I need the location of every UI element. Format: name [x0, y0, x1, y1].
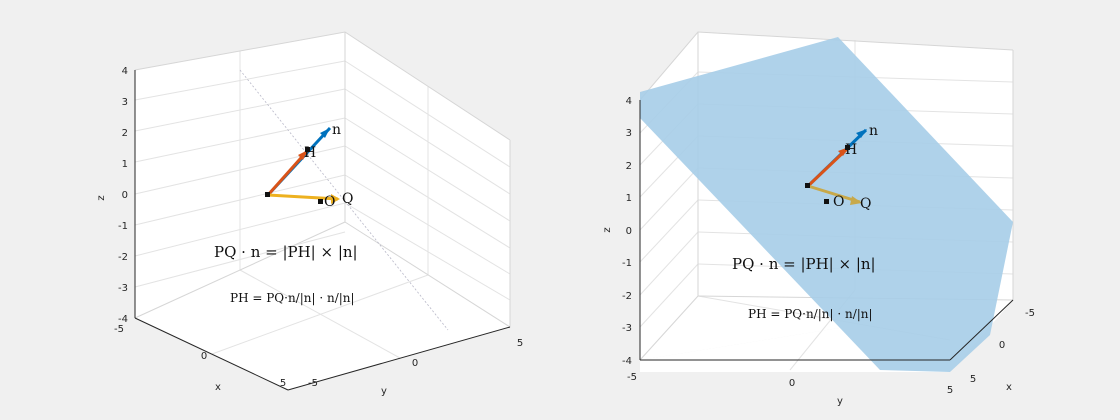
left-vector-n-head — [320, 128, 330, 138]
right-point-p — [805, 183, 810, 188]
left-grid — [134, 51, 511, 359]
right-z-tick: -2 — [622, 291, 632, 302]
right-z-label: z — [602, 227, 613, 232]
left-y-tick: -5 — [308, 378, 318, 389]
left-y-tick: 0 — [412, 358, 418, 369]
right-y-tick: -5 — [627, 372, 637, 383]
right-vector-q-head — [850, 196, 862, 205]
right-point-o — [824, 199, 829, 204]
right-z-tick: -4 — [622, 356, 632, 367]
right-label-n: n — [869, 123, 878, 139]
left-y-tick: 5 — [517, 338, 523, 349]
right-vector-h — [806, 146, 850, 188]
left-axis-lines — [134, 70, 511, 391]
left-z-ticks: 4 3 2 1 0 -1 -2 -3 -4 — [118, 66, 128, 325]
left-axes: 4 3 2 1 0 -1 -2 -3 -4 -5 0 5 -5 0 5 z x … — [96, 31, 523, 397]
left-y-label: y — [381, 386, 387, 397]
right-y-ticks: -5 0 5 — [627, 372, 953, 396]
left-z-tick: -1 — [118, 221, 128, 232]
right-equation-2: PH = PQ·n/|n| · n/|n| — [748, 307, 873, 321]
left-vector-q-head — [331, 194, 340, 204]
left-z-label: z — [96, 195, 107, 200]
right-x-tick: 5 — [970, 374, 976, 385]
right-label-o: O — [833, 194, 844, 210]
left-x-tick: -5 — [114, 324, 124, 335]
left-box-edges — [134, 31, 511, 328]
left-z-tick: -2 — [118, 252, 128, 263]
right-x-label: x — [1006, 382, 1012, 393]
right-point-h — [845, 145, 850, 150]
right-label-h: H — [845, 142, 857, 158]
right-y-tick: 5 — [947, 385, 953, 396]
right-axes: 4 3 2 1 0 -1 -2 -3 -4 -5 0 5 -5 0 5 z y … — [602, 31, 1035, 407]
left-z-tick: 3 — [122, 97, 128, 108]
right-z-tick: 0 — [626, 226, 632, 237]
left-x-ticks: -5 0 5 — [114, 324, 286, 389]
left-x-tick: 0 — [201, 351, 207, 362]
right-x-ticks: -5 0 5 — [970, 308, 1035, 385]
right-x-tick: -5 — [1025, 308, 1035, 319]
left-z-tick: 0 — [122, 190, 128, 201]
left-z-tick: 4 — [122, 66, 128, 77]
right-points: O Q H n — [805, 123, 878, 212]
left-vector-q — [267, 193, 339, 201]
left-point-h — [305, 147, 310, 152]
left-x-label: x — [215, 382, 221, 393]
right-plane — [640, 37, 1013, 372]
right-y-tick: 0 — [789, 378, 795, 389]
right-z-tick: -1 — [622, 258, 632, 269]
right-z-tick: 1 — [626, 193, 632, 204]
right-z-tick: -3 — [622, 323, 632, 334]
left-vector-h-head — [298, 150, 308, 160]
left-z-tick: -3 — [118, 283, 128, 294]
left-x-tick: 5 — [280, 378, 286, 389]
left-label-n: n — [332, 122, 341, 138]
right-axis-lines — [639, 100, 1014, 361]
left-z-tick: -4 — [118, 314, 128, 325]
left-equation-2: PH = PQ·n/|n| · n/|n| — [230, 291, 355, 305]
left-equation-1: PQ · n = |PH| × |n| — [214, 243, 358, 261]
right-x-tick: 0 — [999, 340, 1005, 351]
left-point-o — [318, 199, 323, 204]
right-z-ticks: 4 3 2 1 0 -1 -2 -3 -4 — [622, 96, 632, 367]
left-label-h: H — [304, 145, 316, 161]
right-label-q: Q — [860, 196, 871, 212]
right-z-tick: 3 — [626, 128, 632, 139]
right-z-tick: 2 — [626, 161, 632, 172]
right-y-label: y — [837, 396, 843, 407]
left-label-o: O — [324, 194, 335, 210]
left-dotted-line — [239, 69, 449, 331]
left-y-ticks: -5 0 5 — [308, 338, 523, 389]
right-equation-1: PQ · n = |PH| × |n| — [732, 255, 876, 273]
left-vectors — [266, 126, 340, 204]
left-z-tick: 1 — [122, 159, 128, 170]
right-vector-n-head — [856, 129, 867, 138]
left-z-tick: 2 — [122, 128, 128, 139]
left-label-q: Q — [342, 191, 353, 207]
right-vectors — [806, 128, 868, 205]
right-z-tick: 4 — [626, 96, 632, 107]
left-point-p — [265, 192, 270, 197]
left-points: O Q H n — [265, 122, 353, 210]
